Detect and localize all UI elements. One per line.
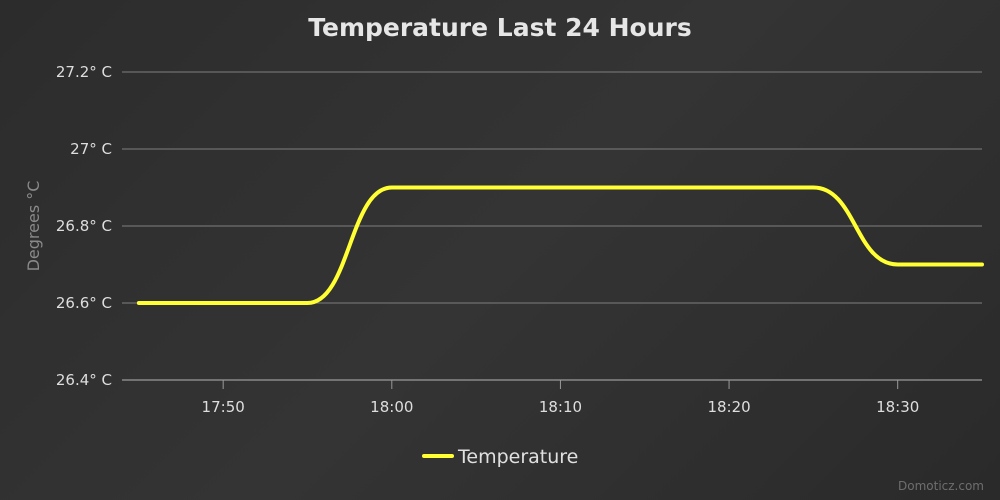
x-tick-label: 18:10: [539, 398, 582, 416]
x-tick-label: 18:00: [370, 398, 413, 416]
y-tick-label: 26.4° C: [56, 371, 112, 389]
y-tick-label: 27° C: [70, 140, 112, 158]
legend[interactable]: Temperature: [422, 446, 578, 468]
grid-lines: [122, 71, 982, 381]
series-layer: [136, 185, 984, 306]
x-tick-label: 17:50: [202, 398, 245, 416]
credit-link[interactable]: Domoticz.com: [898, 479, 984, 493]
y-axis-label: Degrees °C: [24, 181, 43, 272]
x-axis-ticks: 17:50 18:00 18:10 18:20 18:30: [202, 380, 919, 416]
y-tick-label: 26.8° C: [56, 217, 112, 235]
series-line-0[interactable]: [136, 185, 984, 306]
x-tick-label: 18:30: [876, 398, 919, 416]
chart-title: Temperature Last 24 Hours: [308, 13, 691, 42]
y-axis-ticks: 26.4° C 26.6° C 26.8° C 27° C 27.2° C: [56, 63, 112, 389]
legend-label-temperature[interactable]: Temperature: [457, 446, 578, 468]
y-tick-label: 27.2° C: [56, 63, 112, 81]
y-tick-label: 26.6° C: [56, 294, 112, 312]
x-tick-label: 18:20: [707, 398, 750, 416]
